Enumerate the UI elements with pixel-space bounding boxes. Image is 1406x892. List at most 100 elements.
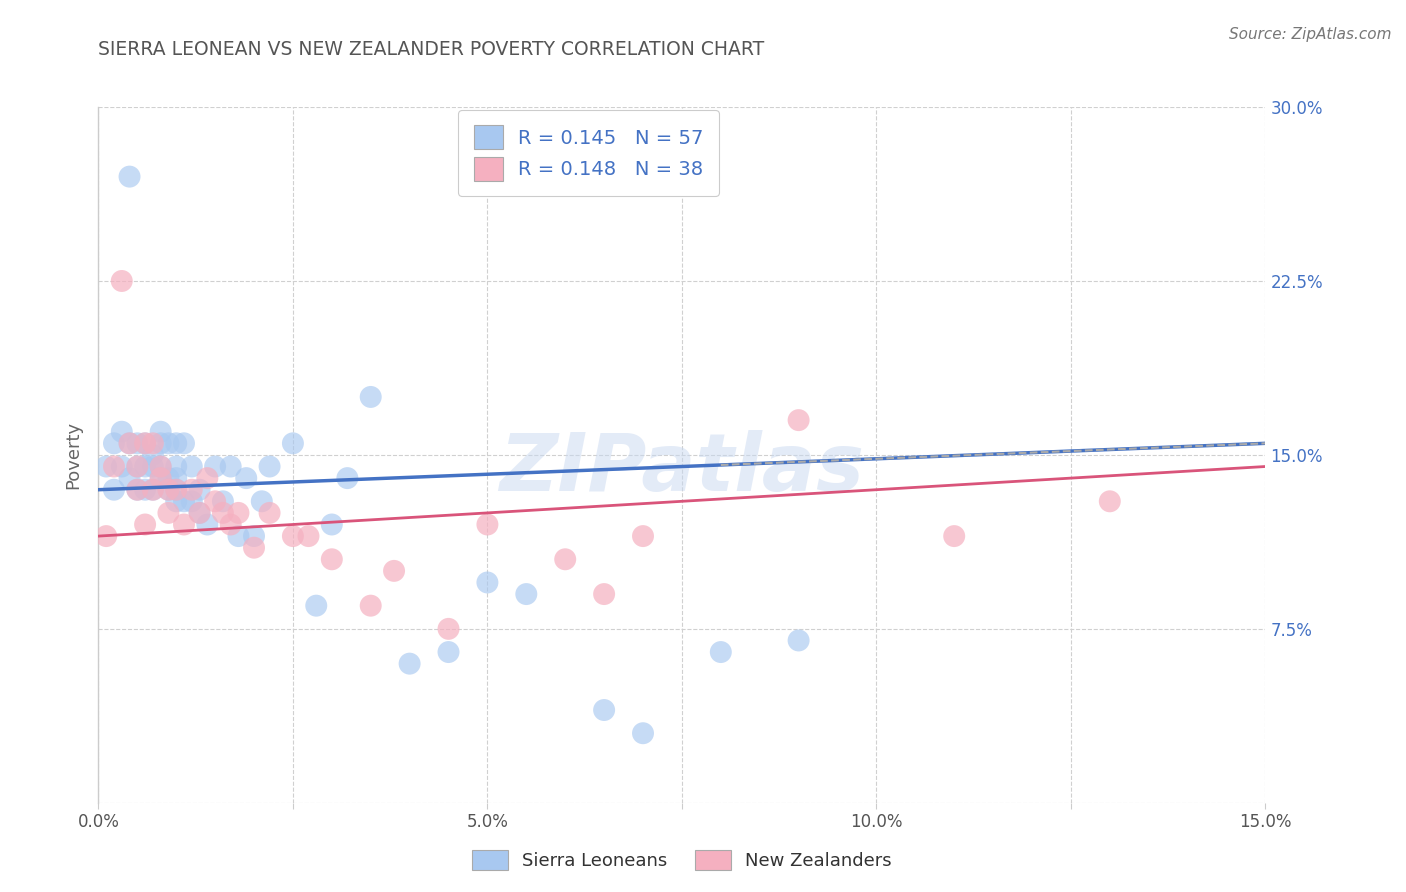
Point xyxy=(103,436,125,450)
Point xyxy=(188,483,211,497)
Point xyxy=(195,471,218,485)
Text: Source: ZipAtlas.com: Source: ZipAtlas.com xyxy=(1229,27,1392,42)
Point xyxy=(321,552,343,566)
Point xyxy=(515,587,537,601)
Point xyxy=(142,436,165,450)
Point xyxy=(477,517,499,532)
Point xyxy=(173,436,195,450)
Point xyxy=(219,517,242,532)
Point xyxy=(134,436,156,450)
Point xyxy=(188,506,211,520)
Point xyxy=(212,494,235,508)
Point xyxy=(111,274,134,288)
Point xyxy=(219,459,242,474)
Point xyxy=(165,436,187,450)
Y-axis label: Poverty: Poverty xyxy=(65,421,83,489)
Point xyxy=(149,471,172,485)
Point xyxy=(103,483,125,497)
Point xyxy=(118,436,141,450)
Point xyxy=(305,599,328,613)
Point xyxy=(228,506,250,520)
Point xyxy=(1098,494,1121,508)
Point xyxy=(204,494,226,508)
Point xyxy=(180,459,202,474)
Point xyxy=(149,459,172,474)
Point xyxy=(228,529,250,543)
Point xyxy=(382,564,405,578)
Point xyxy=(360,390,382,404)
Point xyxy=(250,494,273,508)
Point xyxy=(787,413,810,427)
Point xyxy=(149,436,172,450)
Point xyxy=(165,483,187,497)
Point xyxy=(127,483,149,497)
Point xyxy=(111,459,134,474)
Point xyxy=(157,436,180,450)
Point xyxy=(134,517,156,532)
Point xyxy=(118,471,141,485)
Point xyxy=(165,459,187,474)
Point xyxy=(127,436,149,450)
Point xyxy=(437,645,460,659)
Text: ZIPatlas: ZIPatlas xyxy=(499,430,865,508)
Point xyxy=(127,459,149,474)
Legend: Sierra Leoneans, New Zealanders: Sierra Leoneans, New Zealanders xyxy=(464,843,900,877)
Point xyxy=(103,459,125,474)
Text: SIERRA LEONEAN VS NEW ZEALANDER POVERTY CORRELATION CHART: SIERRA LEONEAN VS NEW ZEALANDER POVERTY … xyxy=(98,40,765,59)
Point xyxy=(360,599,382,613)
Point xyxy=(127,459,149,474)
Point xyxy=(149,471,172,485)
Point xyxy=(134,436,156,450)
Point xyxy=(243,541,266,555)
Point xyxy=(593,703,616,717)
Point xyxy=(157,483,180,497)
Point xyxy=(398,657,420,671)
Point xyxy=(477,575,499,590)
Point xyxy=(437,622,460,636)
Point xyxy=(173,517,195,532)
Point xyxy=(157,471,180,485)
Point xyxy=(281,436,304,450)
Point xyxy=(259,459,281,474)
Point xyxy=(593,587,616,601)
Point xyxy=(157,483,180,497)
Point xyxy=(142,483,165,497)
Point xyxy=(297,529,319,543)
Point xyxy=(96,459,118,474)
Point xyxy=(165,471,187,485)
Point xyxy=(96,529,118,543)
Point xyxy=(134,459,156,474)
Point xyxy=(259,506,281,520)
Point xyxy=(142,483,165,497)
Point xyxy=(118,169,141,184)
Point xyxy=(127,483,149,497)
Point xyxy=(943,529,966,543)
Point xyxy=(710,645,733,659)
Point xyxy=(165,483,187,497)
Point xyxy=(157,506,180,520)
Point xyxy=(204,459,226,474)
Point xyxy=(195,517,218,532)
Point xyxy=(787,633,810,648)
Point xyxy=(142,459,165,474)
Point xyxy=(118,436,141,450)
Point xyxy=(336,471,359,485)
Point xyxy=(142,448,165,462)
Point xyxy=(134,483,156,497)
Point xyxy=(111,425,134,439)
Point xyxy=(180,494,202,508)
Point xyxy=(188,506,211,520)
Point xyxy=(281,529,304,543)
Point xyxy=(212,506,235,520)
Point xyxy=(321,517,343,532)
Point xyxy=(149,425,172,439)
Point xyxy=(149,459,172,474)
Point xyxy=(173,494,195,508)
Point xyxy=(631,726,654,740)
Point xyxy=(554,552,576,566)
Point xyxy=(631,529,654,543)
Point xyxy=(235,471,257,485)
Point xyxy=(180,483,202,497)
Point xyxy=(243,529,266,543)
Point xyxy=(165,494,187,508)
